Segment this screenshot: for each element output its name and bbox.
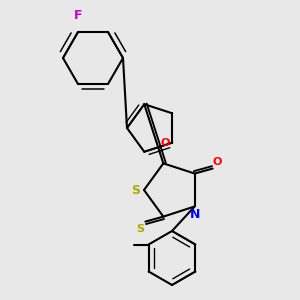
Text: O: O — [213, 157, 222, 166]
Text: N: N — [190, 208, 200, 221]
Text: S: S — [136, 224, 144, 234]
Text: F: F — [74, 9, 82, 22]
Text: O: O — [161, 138, 170, 148]
Text: S: S — [131, 184, 140, 196]
